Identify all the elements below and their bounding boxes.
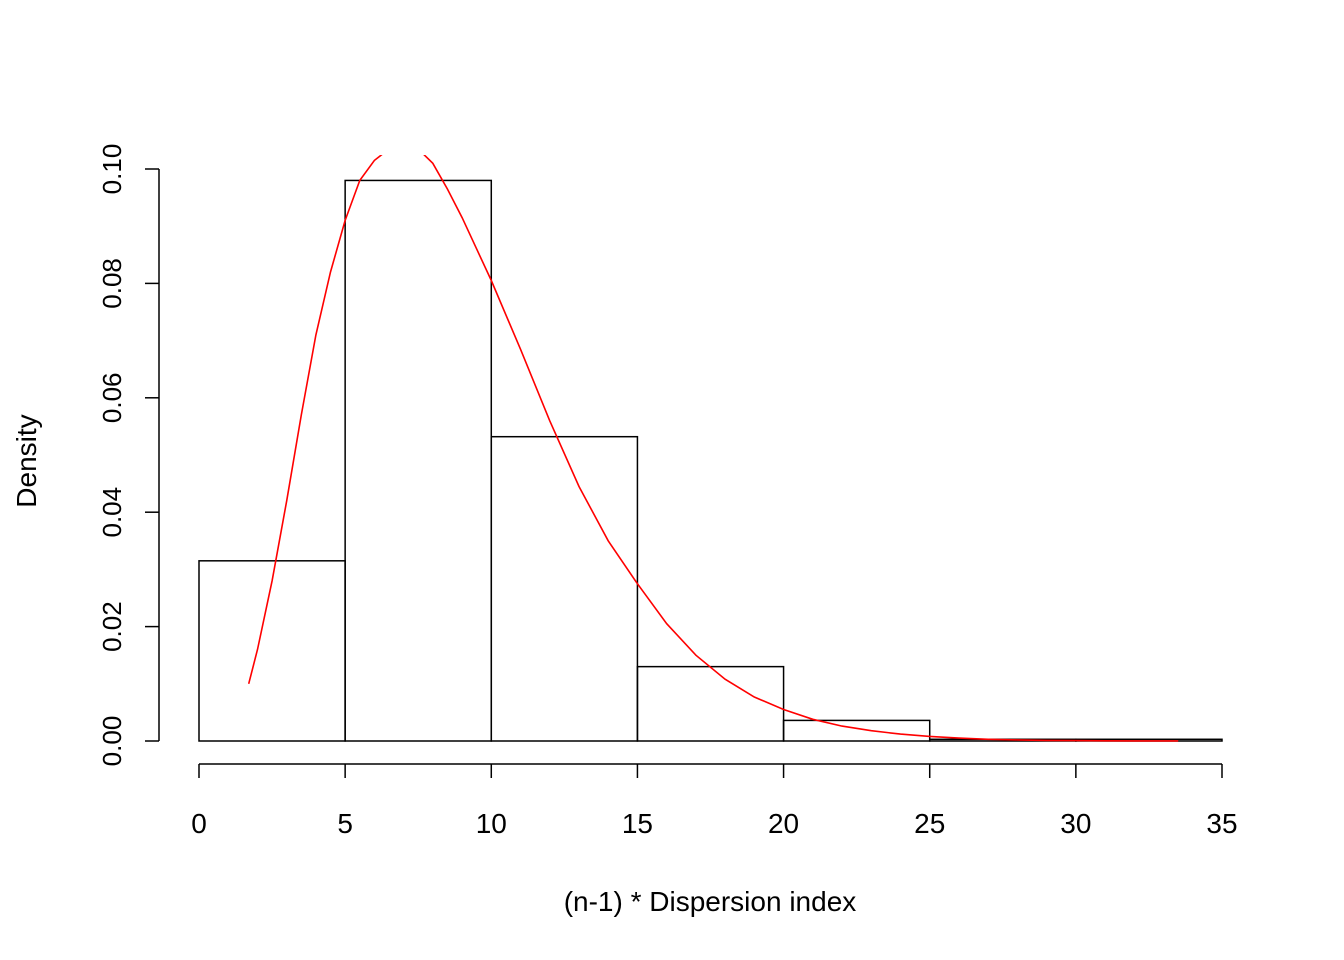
histogram-bar-2 xyxy=(490,435,639,742)
histogram-bar-1 xyxy=(344,179,493,742)
histogram-bar-0 xyxy=(198,560,346,742)
x-tick-label-0: 0 xyxy=(191,808,207,839)
density-curve xyxy=(247,155,1179,742)
histogram-bar-4 xyxy=(782,719,931,742)
x-tick-label-7: 35 xyxy=(1206,808,1237,839)
x-axis-label: (n-1) * Dispersion index xyxy=(564,886,857,917)
x-tick-label-6: 30 xyxy=(1060,808,1091,839)
x-tick-label-2: 10 xyxy=(476,808,507,839)
y-tick-label-0: 0.00 xyxy=(97,716,127,767)
y-tick-label-1: 0.02 xyxy=(97,601,127,652)
y-tick-label-5: 0.10 xyxy=(97,144,127,195)
x-tick-label-1: 5 xyxy=(337,808,353,839)
y-tick-label-3: 0.06 xyxy=(97,372,127,423)
x-tick-label-4: 20 xyxy=(768,808,799,839)
y-axis: 0.00 0.02 0.04 0.06 0.08 0.10 xyxy=(97,144,160,767)
y-tick-label-2: 0.04 xyxy=(97,487,127,538)
density-curve-layer xyxy=(247,155,1179,742)
x-tick-label-5: 25 xyxy=(914,808,945,839)
histogram-bars xyxy=(198,179,1223,742)
x-tick-label-3: 15 xyxy=(622,808,653,839)
y-axis-label: Density xyxy=(11,414,42,507)
x-axis: 0 5 10 15 20 25 30 35 xyxy=(191,763,1238,839)
y-tick-label-4: 0.08 xyxy=(97,258,127,309)
histogram-bar-3 xyxy=(636,665,785,742)
